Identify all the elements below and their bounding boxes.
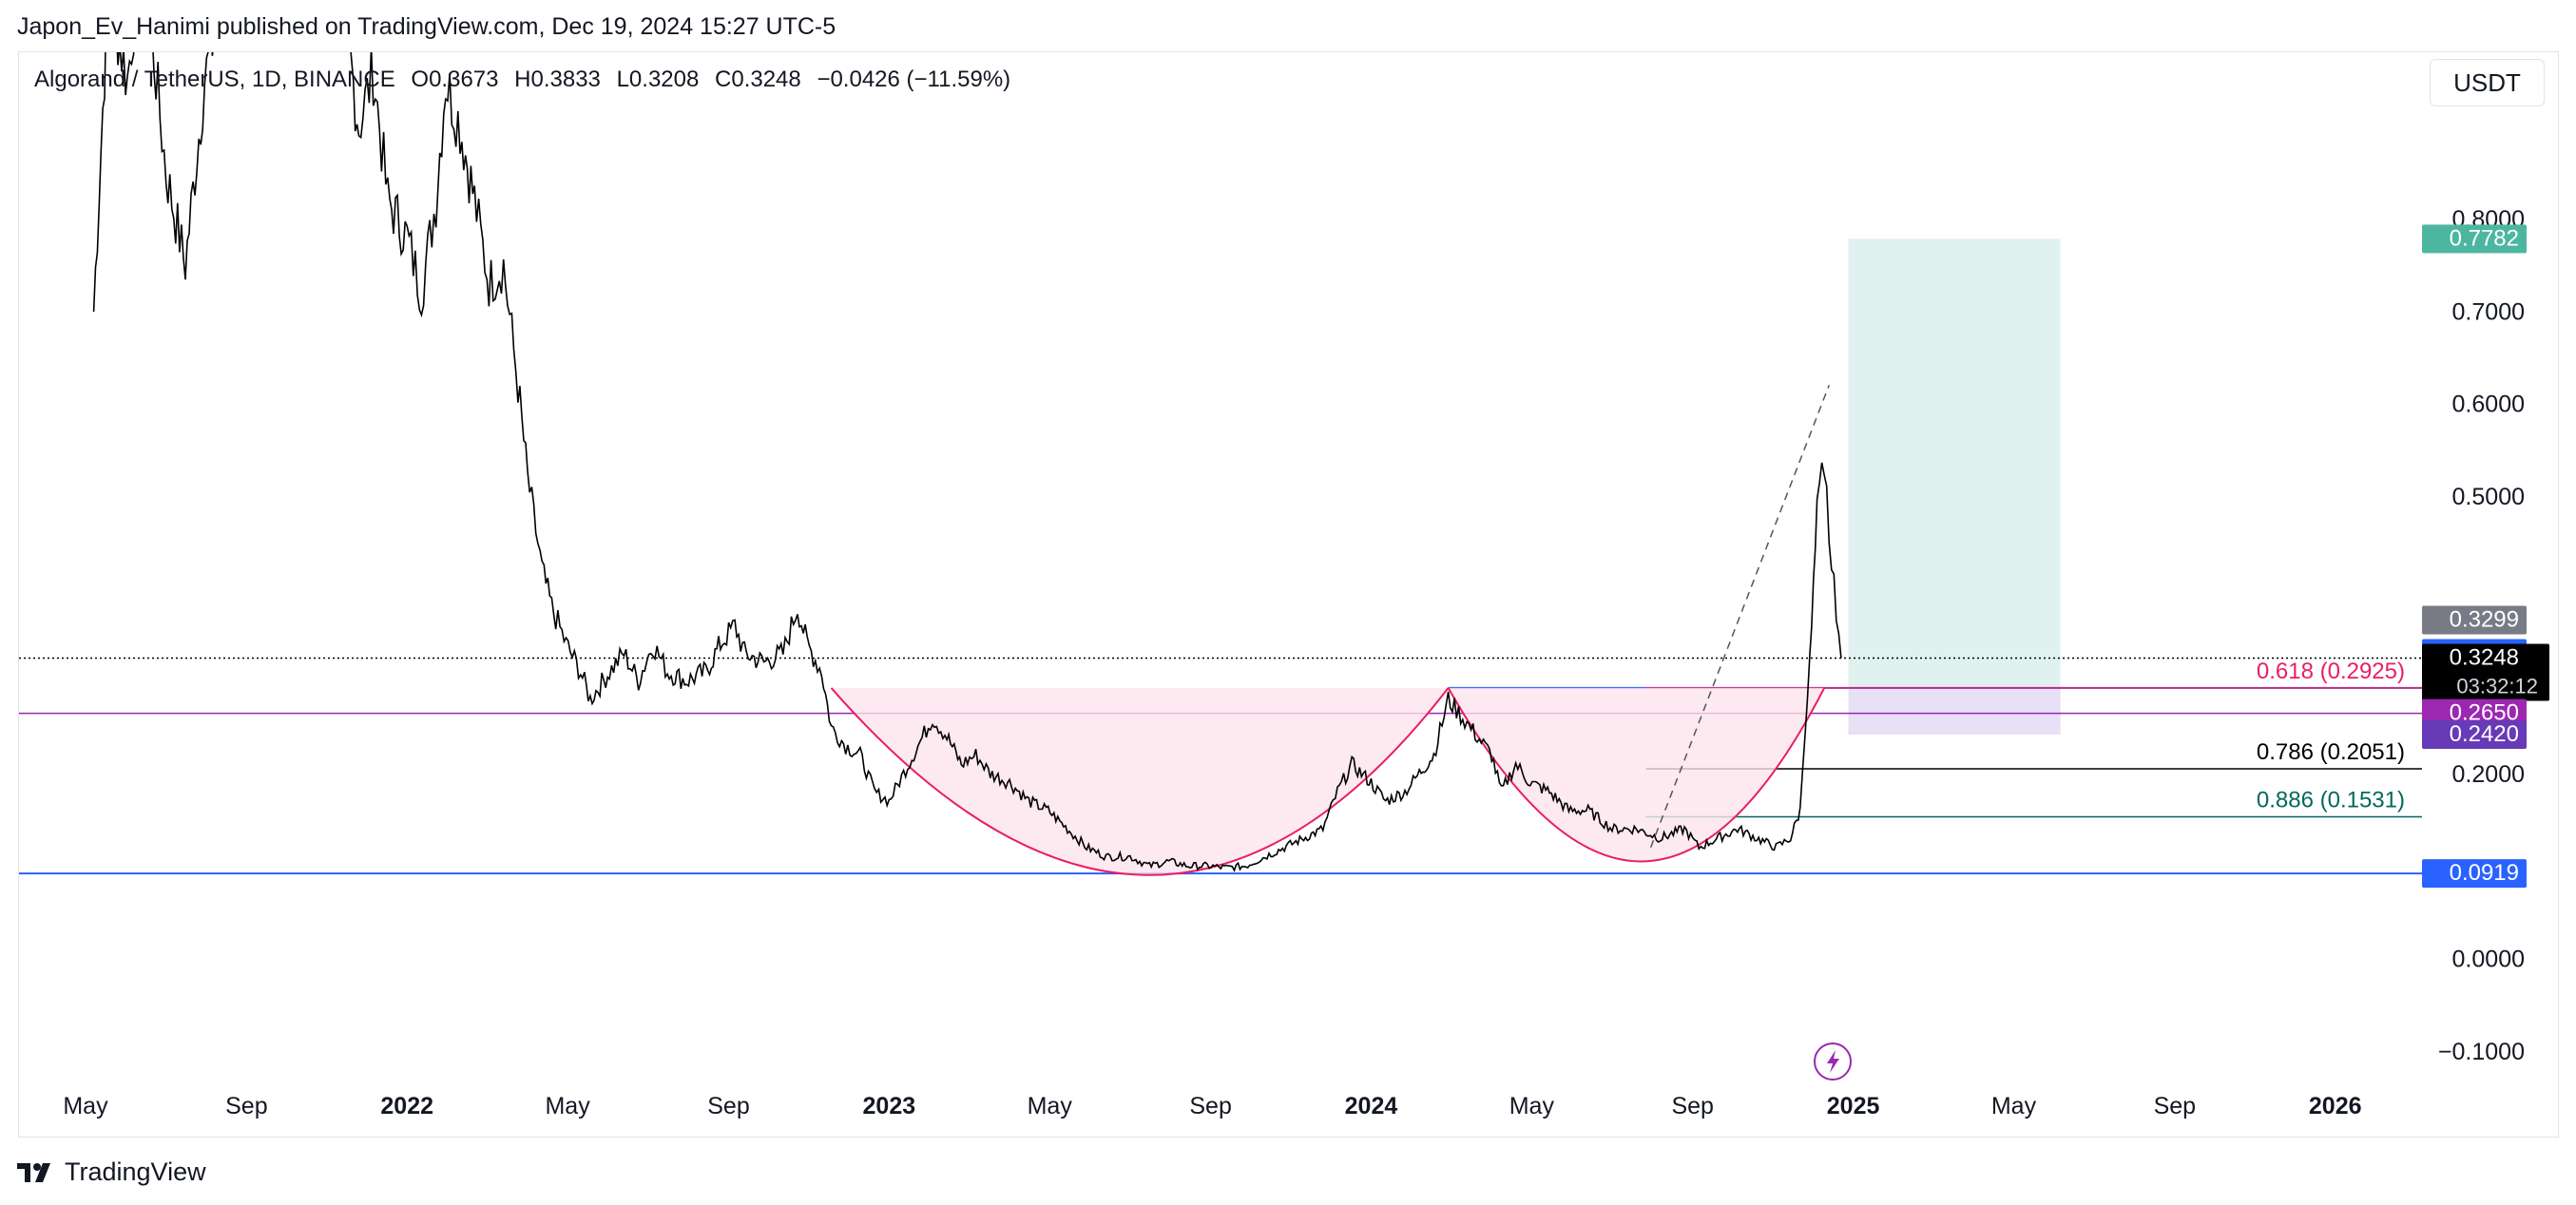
support-price-label: 0.0919 xyxy=(2422,859,2527,889)
x-tick-label: May xyxy=(545,1093,590,1119)
gray-price-label-bg xyxy=(2422,605,2527,635)
legend-symbol: Algorand / TetherUS, 1D, BINANCE xyxy=(34,67,395,92)
target-price-label-bg xyxy=(2422,224,2527,254)
support-price-label-bg xyxy=(2422,859,2527,889)
levels-layer: 0.618 (0.2925) 0.786 (0.2051) 0.886 (0.153… xyxy=(19,657,2422,875)
x-tick-label: May xyxy=(1991,1093,2037,1119)
target-price-label: 0.7782 xyxy=(2422,224,2527,254)
event-layer xyxy=(1814,1042,1852,1081)
x-tick-label: May xyxy=(1509,1093,1555,1119)
last-price-label-countdown: 03:32:12 xyxy=(2456,674,2538,698)
x-tick-label: 2022 xyxy=(380,1093,433,1119)
support-price-label-text: 0.0919 xyxy=(2450,860,2519,886)
y-tick-label: 0.6000 xyxy=(2452,392,2525,418)
chart-frame xyxy=(18,51,2559,1138)
lightning-icon xyxy=(1827,1050,1839,1073)
zones-layer xyxy=(1848,239,2061,736)
y-tick-label: 0.5000 xyxy=(2452,484,2525,510)
violet-price-label-bg xyxy=(2422,720,2527,750)
cup-fill xyxy=(831,687,1449,875)
handle-curve xyxy=(1447,687,1826,863)
x-tick-label: Sep xyxy=(225,1093,267,1119)
violet-price-label-text: 0.2420 xyxy=(2450,721,2519,747)
y-tick-label: −0.1000 xyxy=(2438,1039,2525,1065)
fib-label-0: 0.618 (0.2925) xyxy=(2257,659,2405,684)
gray-price-label-text: 0.3299 xyxy=(2450,607,2519,633)
x-tick-label: Sep xyxy=(1671,1093,1713,1119)
legend-low: L0.3208 xyxy=(616,67,700,92)
x-tick-label: Sep xyxy=(707,1093,749,1119)
last-price-label: 0.3248 03:32:12 xyxy=(2422,643,2549,701)
projection-dashed-line xyxy=(1649,385,1830,849)
stop-zone xyxy=(1848,687,2061,736)
x-tick-label: May xyxy=(1028,1093,1073,1119)
x-tick-label: 2026 xyxy=(2309,1093,2362,1119)
target-zone xyxy=(1848,239,2061,688)
cup-layer xyxy=(830,385,1830,876)
publisher-line: Japon_Ev_Hanimi published on TradingView… xyxy=(17,13,836,40)
x-tick-label: May xyxy=(63,1093,108,1119)
x-tick-label: 2023 xyxy=(863,1093,916,1119)
y-tick-label: 0.7000 xyxy=(2452,298,2525,325)
x-tick-label: 2025 xyxy=(1827,1093,1880,1119)
footer: TradingView xyxy=(17,1157,206,1187)
legend-close: C0.3248 xyxy=(715,67,801,92)
x-tick-label: Sep xyxy=(2154,1093,2196,1119)
last-price-label-text: 0.3248 xyxy=(2450,644,2519,670)
footer-brand: TradingView xyxy=(65,1157,206,1186)
series-layer xyxy=(92,52,1842,872)
tradingview-logo-icon xyxy=(17,1162,50,1182)
target-price-label-text: 0.7782 xyxy=(2450,225,2519,251)
x-tick-label: Sep xyxy=(1189,1093,1231,1119)
last-price-label-bg xyxy=(2422,643,2549,701)
fib-label-2: 0.886 (0.1531) xyxy=(2257,788,2405,813)
cup-curve xyxy=(830,687,1450,876)
currency-button[interactable]: USDT xyxy=(2430,59,2545,106)
axes-layer: 0.80000.70000.60000.50000.20000.0000−0.1… xyxy=(63,206,2525,1119)
legend-open: O0.3673 xyxy=(411,67,499,92)
price-series-line xyxy=(92,52,1842,872)
gray-price-label: 0.3299 xyxy=(2422,605,2527,635)
y-tick-label: 0.2000 xyxy=(2452,761,2525,788)
y-tick-label: 0.0000 xyxy=(2452,947,2525,973)
legend-change: −0.0426 (−11.59%) xyxy=(817,67,1011,92)
x-tick-label: 2024 xyxy=(1345,1093,1398,1119)
violet-price-label: 0.2420 xyxy=(2422,720,2527,750)
fib-label-1: 0.786 (0.2051) xyxy=(2257,739,2405,765)
symbol-legend: Algorand / TetherUS, 1D, BINANCE O0.3673… xyxy=(34,67,1020,93)
handle-fill xyxy=(1448,687,1825,862)
legend-high: H0.3833 xyxy=(514,67,601,92)
price-labels-layer: 0.77820.32990.32990.324803:32:120.26500.… xyxy=(2422,224,2549,889)
